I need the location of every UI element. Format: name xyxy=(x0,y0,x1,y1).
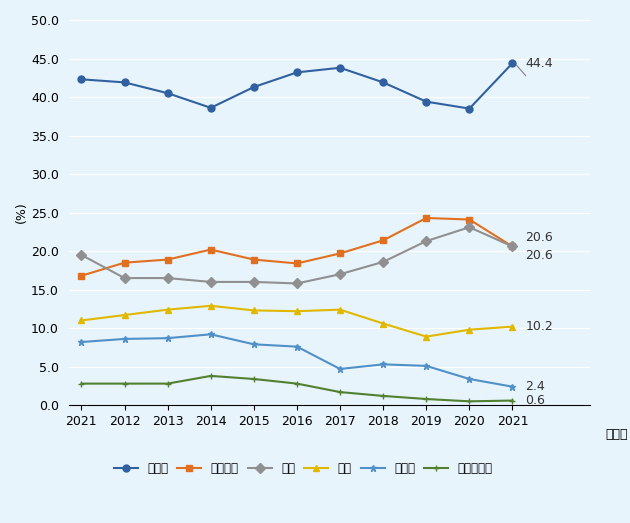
韓国系 xyxy=(207,331,215,337)
中国系 xyxy=(466,106,473,112)
中国系 xyxy=(336,65,344,71)
米系 xyxy=(207,303,215,309)
米系 xyxy=(508,323,516,329)
日系 xyxy=(466,224,473,230)
Text: 20.6: 20.6 xyxy=(525,249,553,262)
韓国系 xyxy=(423,363,430,369)
中国系 xyxy=(77,76,85,83)
フランス系 xyxy=(250,376,258,382)
ドイツ系 xyxy=(336,251,344,257)
日系 xyxy=(121,275,129,281)
韓国系 xyxy=(336,366,344,372)
中国系 xyxy=(508,60,516,66)
Text: 20.6: 20.6 xyxy=(525,231,553,244)
Line: 日系: 日系 xyxy=(78,224,516,287)
フランス系 xyxy=(77,380,85,386)
中国系 xyxy=(121,79,129,86)
韓国系 xyxy=(466,376,473,382)
ドイツ系 xyxy=(466,217,473,223)
ドイツ系 xyxy=(121,259,129,266)
日系 xyxy=(207,279,215,285)
日系 xyxy=(77,252,85,258)
ドイツ系 xyxy=(164,256,171,263)
フランス系 xyxy=(207,373,215,379)
フランス系 xyxy=(379,393,387,399)
米系 xyxy=(466,326,473,333)
日系 xyxy=(423,238,430,244)
中国系 xyxy=(164,90,171,96)
中国系 xyxy=(207,105,215,111)
米系 xyxy=(121,312,129,318)
米系 xyxy=(164,306,171,313)
韓国系 xyxy=(164,335,171,342)
ドイツ系 xyxy=(508,243,516,249)
米系 xyxy=(250,308,258,314)
中国系 xyxy=(379,79,387,86)
Y-axis label: (%): (%) xyxy=(15,202,28,223)
韓国系 xyxy=(77,339,85,345)
日系 xyxy=(250,279,258,285)
X-axis label: （年）: （年） xyxy=(605,428,627,441)
フランス系 xyxy=(508,397,516,404)
日系 xyxy=(508,243,516,249)
米系 xyxy=(336,306,344,313)
フランス系 xyxy=(293,380,301,386)
Text: 10.2: 10.2 xyxy=(525,320,553,333)
韓国系 xyxy=(121,336,129,342)
米系 xyxy=(379,321,387,327)
Line: 韓国系: 韓国系 xyxy=(78,331,516,390)
Text: 44.4: 44.4 xyxy=(525,56,553,70)
フランス系 xyxy=(423,396,430,402)
日系 xyxy=(379,259,387,265)
Line: ドイツ系: ドイツ系 xyxy=(78,214,516,279)
フランス系 xyxy=(466,398,473,404)
Line: フランス系: フランス系 xyxy=(78,372,516,405)
ドイツ系 xyxy=(379,237,387,244)
Line: 中国系: 中国系 xyxy=(78,60,516,112)
中国系 xyxy=(293,69,301,75)
フランス系 xyxy=(164,380,171,386)
Line: 米系: 米系 xyxy=(78,302,516,340)
韓国系 xyxy=(250,341,258,347)
Text: 2.4: 2.4 xyxy=(525,380,545,393)
フランス系 xyxy=(336,389,344,395)
ドイツ系 xyxy=(423,215,430,221)
米系 xyxy=(293,308,301,314)
日系 xyxy=(164,275,171,281)
ドイツ系 xyxy=(250,256,258,263)
米系 xyxy=(423,334,430,340)
フランス系 xyxy=(121,380,129,386)
ドイツ系 xyxy=(207,246,215,253)
韓国系 xyxy=(379,361,387,368)
中国系 xyxy=(423,98,430,105)
ドイツ系 xyxy=(293,260,301,267)
日系 xyxy=(293,280,301,287)
ドイツ系 xyxy=(77,272,85,279)
Text: 0.6: 0.6 xyxy=(525,394,546,407)
韓国系 xyxy=(293,344,301,350)
日系 xyxy=(336,271,344,277)
Legend: 中国系, ドイツ系, 日系, 米系, 韓国系, フランス系: 中国系, ドイツ系, 日系, 米系, 韓国系, フランス系 xyxy=(109,457,497,480)
韓国系 xyxy=(508,383,516,390)
米系 xyxy=(77,317,85,324)
中国系 xyxy=(250,84,258,90)
